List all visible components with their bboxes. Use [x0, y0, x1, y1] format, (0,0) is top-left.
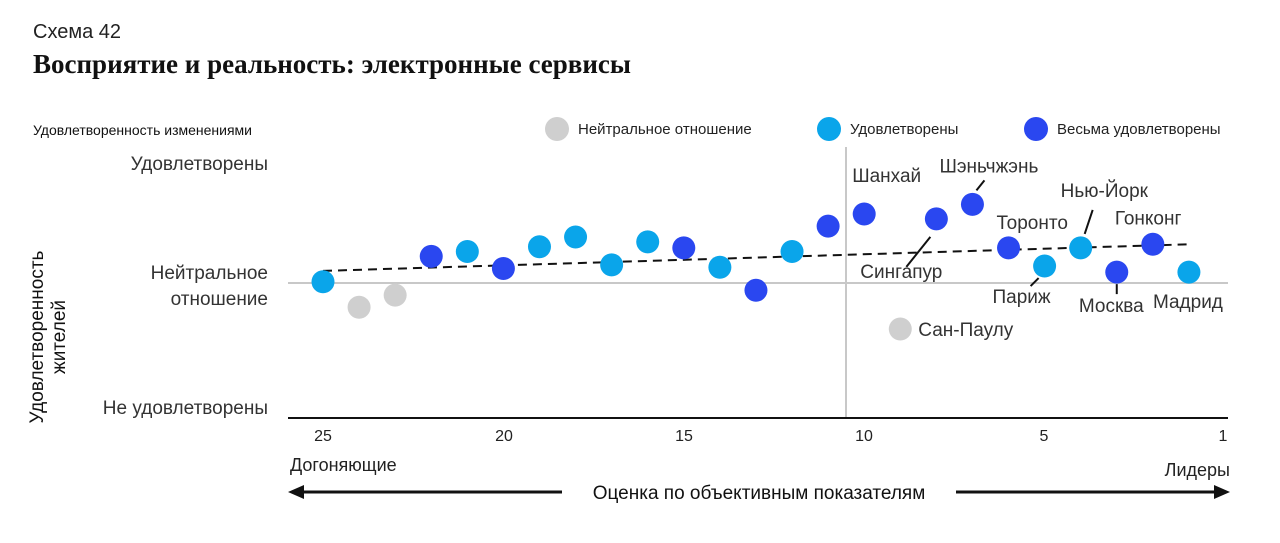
x-axis-title: Оценка по объективным показателям [593, 483, 926, 504]
x-end-label-left: Догоняющие [290, 455, 397, 475]
data-point [1177, 260, 1201, 284]
legend-item-neutral: Нейтральное отношение [545, 117, 752, 141]
city-label: Москва [1079, 296, 1144, 317]
data-point [708, 255, 732, 279]
data-point [888, 317, 912, 341]
data-point [672, 236, 696, 260]
city-label: Нью-Йорк [1061, 180, 1149, 202]
data-point [960, 192, 984, 216]
city-label: Сан-Паулу [918, 320, 1014, 341]
data-point [636, 230, 660, 254]
data-point [1105, 260, 1129, 284]
city-label: Париж [992, 287, 1050, 308]
legend-label-very-satisfied: Весьма удовлетворены [1057, 120, 1221, 138]
x-tick-label: 10 [855, 428, 873, 445]
data-point [347, 295, 371, 319]
data-point [744, 278, 768, 302]
data-point [527, 235, 551, 259]
trend-line [322, 243, 1189, 272]
label-leader-line [1029, 277, 1040, 287]
data-point [1069, 236, 1093, 260]
legend-title: Удовлетворенность изменениями [33, 122, 253, 138]
x-tick-label: 5 [1040, 428, 1049, 445]
data-point [311, 270, 335, 294]
data-point [383, 283, 407, 307]
city-label: Мадрид [1153, 292, 1223, 313]
legend-item-very-satisfied: Весьма удовлетворены [1024, 117, 1221, 141]
chart-kicker: Схема 42 [33, 21, 122, 43]
data-point [852, 202, 876, 226]
axis-arrowhead-left [288, 485, 304, 499]
x-tick-label: 15 [675, 428, 693, 445]
legend-label-satisfied: Удовлетворены [850, 120, 959, 138]
city-label: Торонто [997, 213, 1068, 234]
data-point [491, 256, 515, 280]
legend-swatch-satisfied [817, 117, 841, 141]
x-tick-label: 20 [495, 428, 513, 445]
city-label: Шанхай [852, 166, 921, 187]
data-point [600, 253, 624, 277]
x-tick-label: 1 [1219, 428, 1228, 445]
data-point [455, 240, 479, 264]
axis-arrowhead-right [1214, 485, 1230, 499]
label-leader-line [905, 236, 932, 268]
city-label: Шэньчжэнь [939, 156, 1038, 177]
legend-swatch-neutral [545, 117, 569, 141]
data-point [564, 225, 588, 249]
label-leader-line [1083, 209, 1094, 235]
legend-swatch-very-satisfied [1024, 117, 1048, 141]
legend-label-neutral: Нейтральное отношение [578, 120, 752, 138]
data-point [419, 244, 443, 268]
x-end-label-right: Лидеры [1165, 460, 1230, 480]
legend-item-satisfied: Удовлетворены [817, 117, 958, 141]
y-tick-label: Удовлетворены [131, 154, 268, 175]
y-tick-label: Не удовлетворены [103, 398, 268, 419]
data-point [924, 207, 948, 231]
data-point [997, 236, 1021, 260]
chart-title: Восприятие и реальность: электронные сер… [33, 49, 631, 79]
data-point [1033, 254, 1057, 278]
data-point [1141, 232, 1165, 256]
label-leader-line [975, 179, 986, 191]
data-point [780, 240, 804, 264]
data-point [816, 214, 840, 238]
x-tick-label: 25 [314, 428, 332, 445]
city-label: Сингапур [860, 262, 942, 283]
y-tick-label: отношение [171, 289, 268, 310]
city-label: Гонконг [1115, 208, 1182, 229]
y-tick-label: Нейтральное [151, 263, 268, 284]
